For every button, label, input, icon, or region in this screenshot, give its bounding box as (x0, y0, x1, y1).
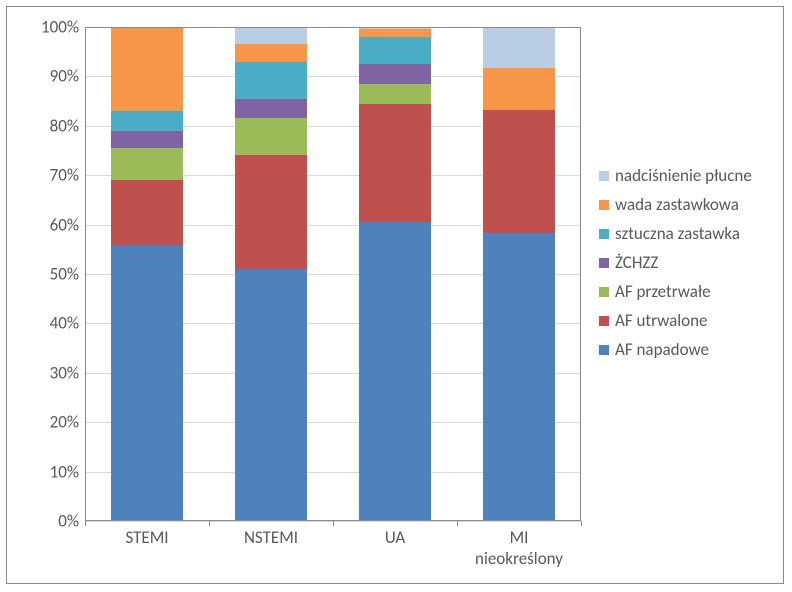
legend-label: nadciśnienie płucne (615, 165, 752, 186)
x-tick-label: MI nieokreślony (475, 527, 563, 569)
x-tick-mark (209, 521, 210, 526)
chart-frame: 0% 10% 20% 30% 40% 50% 60% 70% 80% 90% 100% STEMI NS… (6, 6, 784, 584)
y-tick-label: 40% (50, 313, 79, 334)
y-tick-label: 10% (50, 461, 79, 482)
y-tick-label: 80% (50, 115, 79, 136)
x-tick-mark (85, 521, 86, 526)
y-tick-label: 20% (50, 412, 79, 433)
legend-label: wada zastawkowa (615, 194, 739, 215)
x-tick-label: STEMI (125, 527, 168, 548)
y-tick-label: 50% (50, 264, 79, 285)
legend-item: AF napadowe (599, 339, 752, 360)
legend-item: AF utrwalone (599, 310, 752, 331)
legend-item: wada zastawkowa (599, 194, 752, 215)
x-tick-mark (581, 521, 582, 526)
legend-label: AF przetrwałe (615, 281, 711, 302)
x-tick-label: NSTEMI (244, 527, 298, 548)
legend-label: AF utrwalone (615, 310, 708, 331)
x-tick-mark (457, 521, 458, 526)
legend-swatch (599, 316, 609, 326)
x-tick-mark (333, 521, 334, 526)
legend-swatch (599, 229, 609, 239)
y-tick-label: 30% (50, 362, 79, 383)
legend-item: AF przetrwałe (599, 281, 752, 302)
plot-border (85, 27, 581, 521)
legend-label: sztuczna zastawka (615, 223, 740, 244)
legend-label: ŻCHZZ (615, 252, 658, 273)
y-tick-label: 100% (41, 17, 79, 38)
legend-label: AF napadowe (615, 339, 709, 360)
y-tick-label: 70% (50, 165, 79, 186)
legend-swatch (599, 258, 609, 268)
y-tick-label: 90% (50, 66, 79, 87)
legend-swatch (599, 345, 609, 355)
legend-item: sztuczna zastawka (599, 223, 752, 244)
legend-swatch (599, 200, 609, 210)
legend-item: ŻCHZZ (599, 252, 752, 273)
y-tick-label: 0% (58, 511, 79, 532)
legend-item: nadciśnienie płucne (599, 165, 752, 186)
legend-swatch (599, 171, 609, 181)
legend-swatch (599, 287, 609, 297)
legend: nadciśnienie płucne wada zastawkowa sztucz… (599, 157, 752, 368)
y-tick-label: 60% (50, 214, 79, 235)
x-tick-label: UA (385, 527, 405, 548)
